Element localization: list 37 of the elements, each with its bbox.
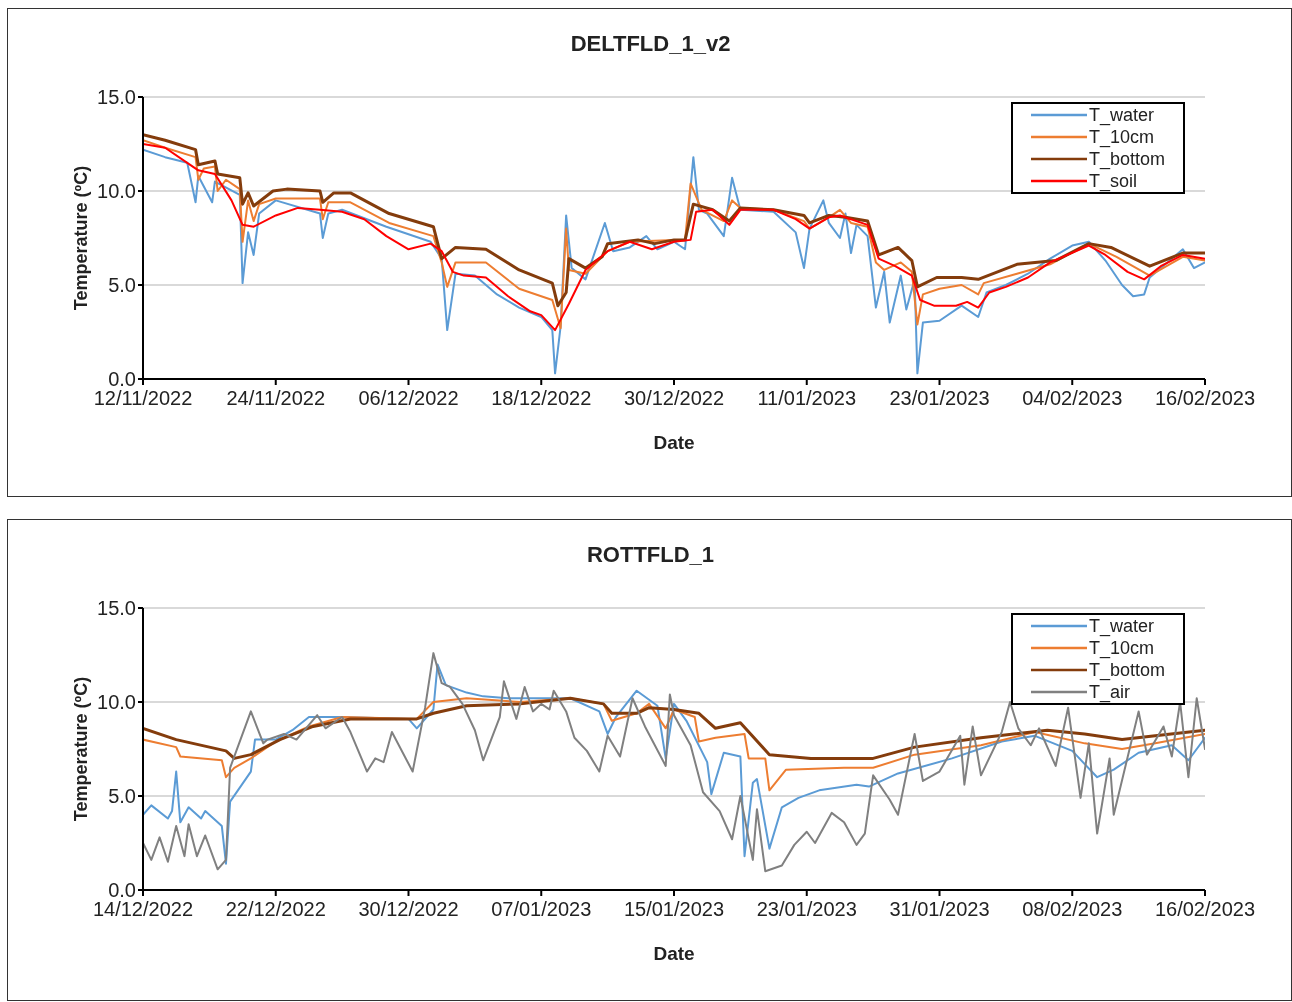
x-tick-label: 23/01/2023 [889,387,990,410]
y-tick-label: 15.0 [97,597,136,620]
legend-label: T_bottom [1089,659,1166,681]
legend-label: T_bottom [1089,148,1166,170]
y-tick-label: 10.0 [97,180,136,203]
x-tick-label: 04/02/2023 [1022,387,1123,410]
x-tick-label: 08/02/2023 [1022,898,1123,921]
legend-label: T_air [1089,681,1131,703]
x-tick-label: 24/11/2022 [226,387,326,410]
x-axis-title: Date [653,943,695,964]
x-tick-label: 22/12/2022 [225,898,326,921]
x-tick-label: 15/01/2023 [623,898,725,921]
y-tick-label: 10.0 [97,691,136,714]
x-tick-label: 06/12/2022 [358,387,459,410]
x-tick-label: 16/02/2023 [1154,898,1256,921]
x-axis-title: Date [653,432,695,453]
legend-label: T_10cm [1089,126,1155,148]
x-tick-label: 16/02/2023 [1154,387,1256,410]
x-tick-label: 30/12/2022 [623,387,725,410]
y-tick-label: 15.0 [97,86,136,109]
x-tick-label: 11/01/2023 [757,387,857,410]
legend-label: T_water [1089,104,1155,126]
x-tick-label: 23/01/2023 [756,898,857,921]
chart-title: ROTTFLD_1 [585,542,716,568]
y-axis-title: Temperature (ºC) [71,165,92,311]
y-axis-title: Temperature (ºC) [71,676,92,822]
x-tick-label: 30/12/2022 [358,898,459,921]
line-series [143,148,1205,375]
legend-label: T_water [1089,615,1155,637]
legend-label: T_soil [1089,170,1138,192]
chart-title: DELTFLD_1_v2 [569,31,732,57]
x-tick-label: 18/12/2022 [491,387,592,410]
x-tick-label: 31/01/2023 [889,898,990,921]
y-tick-label: 5.0 [108,785,136,808]
y-tick-label: 5.0 [108,274,136,297]
x-tick-label: 07/01/2023 [491,898,592,921]
legend-label: T_10cm [1089,637,1155,659]
